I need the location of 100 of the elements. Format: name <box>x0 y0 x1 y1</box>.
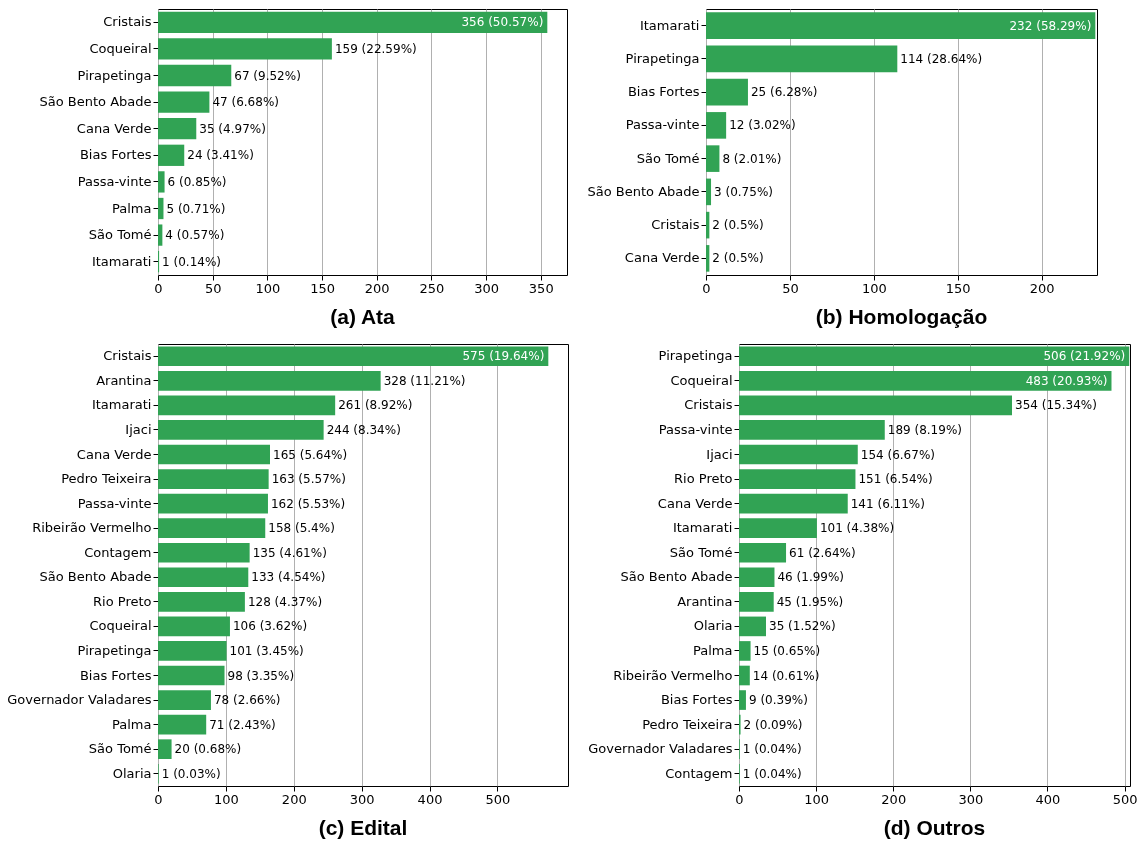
x-tick-label: 200 <box>881 791 907 807</box>
data-label: 9 (0.39%) <box>748 693 808 708</box>
bar <box>158 420 324 440</box>
data-label: 575 (19.64%) <box>462 349 545 364</box>
bar <box>706 45 898 73</box>
x-tick-label: 200 <box>281 791 307 807</box>
data-label: 101 (3.45%) <box>229 643 304 658</box>
bar <box>158 11 548 33</box>
y-tick-label: Pedro Teixeira <box>642 716 733 732</box>
bar <box>158 665 225 686</box>
bar <box>739 592 774 612</box>
bar <box>158 714 207 735</box>
x-tick-label: 0 <box>154 791 163 807</box>
bar <box>739 395 1013 416</box>
data-label: 158 (5.4%) <box>268 521 335 536</box>
bar <box>739 518 817 538</box>
data-label: 12 (3.02%) <box>729 118 796 133</box>
data-label: 35 (1.52%) <box>768 619 836 634</box>
x-tick-label: 400 <box>417 791 443 807</box>
data-label: 24 (3.41%) <box>187 148 254 163</box>
y-tick-label: Rio Preto <box>93 593 152 609</box>
y-tick-label: São Tomé <box>88 741 152 757</box>
bar <box>158 346 549 367</box>
bar <box>158 224 163 246</box>
y-tick-label: Olaria <box>112 765 152 781</box>
bar <box>739 493 848 514</box>
data-label: 67 (9.52%) <box>234 68 301 83</box>
y-tick-label: Itamarati <box>639 17 700 33</box>
bar <box>158 592 245 612</box>
y-tick-label: Passa-vinte <box>77 495 152 511</box>
data-label: 106 (3.62%) <box>232 619 308 634</box>
data-label: 5 (0.71%) <box>166 201 226 216</box>
data-label: 47 (6.68%) <box>212 95 279 110</box>
text: (d) Outros <box>883 816 986 839</box>
bar <box>158 64 232 87</box>
data-label: 2 (0.5%) <box>712 218 764 233</box>
data-label: 45 (1.95%) <box>776 594 844 609</box>
y-tick-label: Coqueiral <box>670 372 733 388</box>
y-tick-label: Palma <box>112 200 152 216</box>
y-tick-label: Governador Valadares <box>588 741 733 757</box>
bar <box>706 145 720 172</box>
data-label: 71 (2.43%) <box>209 717 276 732</box>
data-label: 189 (8.19%) <box>887 422 962 437</box>
data-label: 1 (0.04%) <box>742 766 802 781</box>
y-tick-label: Rio Preto <box>674 471 733 487</box>
bar <box>158 91 210 113</box>
y-tick-label: Cristais <box>103 14 152 30</box>
x-tick-label: 500 <box>1112 791 1137 807</box>
bar <box>739 542 787 563</box>
data-label: 4 (0.57%) <box>165 228 225 243</box>
data-label: 1 (0.03%) <box>161 766 221 781</box>
bar <box>739 567 775 588</box>
y-tick-label: Cristais <box>103 348 152 364</box>
x-tick-label: 300 <box>958 791 984 807</box>
y-tick-label: Contagem <box>84 544 152 560</box>
x-tick-label: 50 <box>204 280 222 296</box>
y-tick-label: Cristais <box>684 397 733 413</box>
y-tick-label: Palma <box>693 642 733 658</box>
bar <box>739 641 751 661</box>
text: (a) Ata <box>330 305 396 328</box>
data-label: 98 (3.35%) <box>227 668 295 683</box>
y-tick-label: Arantina <box>677 593 733 609</box>
data-label: 61 (2.64%) <box>789 545 856 560</box>
data-label: 3 (0.75%) <box>714 184 773 199</box>
data-label: 165 (5.64%) <box>273 447 348 462</box>
data-label: 328 (11.21%) <box>383 373 466 388</box>
y-tick-label: Cana Verde <box>76 120 152 136</box>
x-tick-label: 200 <box>364 280 390 296</box>
bar <box>739 346 1130 367</box>
x-tick-label: 200 <box>1029 280 1055 296</box>
data-label: 1 (0.04%) <box>742 742 802 757</box>
y-tick-label: Bias Fortes <box>627 84 700 100</box>
y-tick-label: Cana Verde <box>76 446 152 462</box>
data-label: 356 (50.57%) <box>461 15 544 30</box>
data-label: 154 (6.67%) <box>860 447 935 462</box>
bar <box>158 171 165 193</box>
data-label: 128 (4.37%) <box>247 594 323 609</box>
data-label: 20 (0.68%) <box>174 742 242 757</box>
y-tick-label: Passa-vinte <box>625 117 700 133</box>
bar <box>158 444 270 465</box>
bar <box>158 567 249 588</box>
data-label: 2 (0.09%) <box>743 717 803 732</box>
x-tick-label: 400 <box>1035 791 1061 807</box>
x-tick-label: 100 <box>804 791 830 807</box>
y-tick-label: Coqueiral <box>89 618 152 634</box>
data-label: 78 (2.66%) <box>213 693 281 708</box>
x-tick-label: 500 <box>485 791 511 807</box>
y-tick-label: Ijaci <box>125 421 152 437</box>
y-tick-label: Olaria <box>693 618 733 634</box>
y-tick-label: São Tomé <box>669 544 733 560</box>
data-label: 163 (5.57%) <box>271 472 346 487</box>
y-tick-label: Cana Verde <box>657 495 733 511</box>
bar <box>158 616 230 637</box>
y-tick-label: Bias Fortes <box>660 692 733 708</box>
data-label: 46 (1.99%) <box>777 570 845 585</box>
y-tick-label: Pedro Teixeira <box>61 471 152 487</box>
bar <box>739 469 856 489</box>
data-label: 114 (28.64%) <box>900 51 983 66</box>
data-label: 135 (4.61%) <box>252 545 327 560</box>
data-label: 6 (0.85%) <box>167 174 227 189</box>
